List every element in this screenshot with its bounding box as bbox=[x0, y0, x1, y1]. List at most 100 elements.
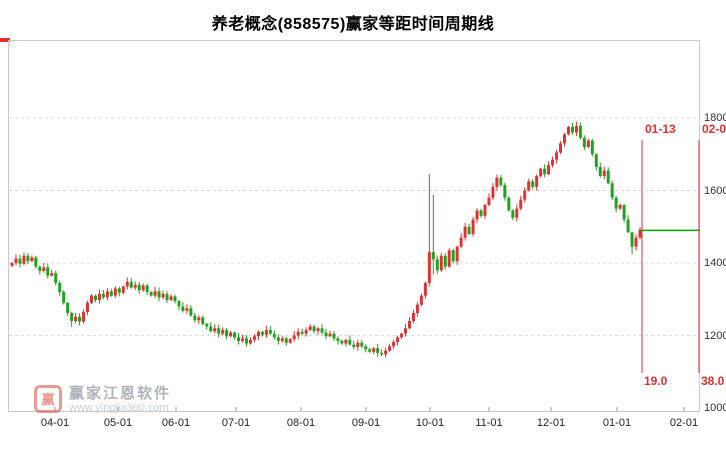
watermark-text: 赢家江恩软件 www.yingjia360.com bbox=[69, 385, 171, 415]
candle-body bbox=[264, 330, 268, 335]
candle-body bbox=[431, 252, 435, 260]
candle-body bbox=[364, 346, 368, 350]
candle-body bbox=[248, 339, 252, 344]
candle-body bbox=[125, 281, 129, 287]
candle-body bbox=[411, 313, 415, 321]
candle-body bbox=[70, 313, 74, 321]
candle-body bbox=[209, 326, 213, 332]
candle-body bbox=[618, 205, 622, 209]
candle-body bbox=[626, 219, 630, 233]
candle-body bbox=[280, 338, 284, 341]
candle-body bbox=[407, 321, 411, 329]
y-axis-label: 1800 bbox=[704, 112, 726, 124]
candle-body bbox=[181, 306, 185, 311]
candle-body bbox=[221, 330, 225, 334]
candle-body bbox=[598, 166, 602, 176]
candle-body bbox=[380, 352, 384, 355]
plot-frame bbox=[8, 40, 700, 412]
candle-body bbox=[288, 339, 292, 343]
candle-body bbox=[141, 285, 145, 291]
candle-body bbox=[272, 333, 276, 338]
candle-body bbox=[403, 328, 407, 334]
candle-body bbox=[423, 282, 427, 296]
candle-body bbox=[22, 255, 26, 264]
candle-body bbox=[622, 205, 626, 220]
top-left-marker bbox=[0, 38, 10, 42]
candle-body bbox=[205, 323, 209, 327]
candle-body bbox=[531, 181, 535, 187]
candle-body bbox=[487, 197, 491, 205]
candle-body bbox=[46, 267, 50, 276]
candle-body bbox=[594, 154, 598, 167]
candle-body bbox=[352, 344, 356, 348]
candle-body bbox=[316, 328, 320, 332]
candle-body bbox=[233, 332, 237, 338]
candle-body bbox=[495, 177, 499, 187]
candle-body bbox=[503, 185, 507, 198]
candle-body bbox=[376, 348, 380, 353]
x-axis-label: 01-01 bbox=[602, 417, 632, 429]
candle-body bbox=[54, 273, 58, 283]
x-axis-label: 11-01 bbox=[475, 417, 503, 429]
candle-body bbox=[519, 199, 523, 209]
candle-body bbox=[392, 342, 396, 347]
candle-body bbox=[324, 332, 328, 337]
candle-body bbox=[245, 338, 249, 344]
candle-body bbox=[225, 330, 229, 337]
candle-body bbox=[14, 258, 18, 263]
candle-body bbox=[10, 263, 14, 266]
candle-body bbox=[586, 140, 590, 147]
x-axis-label: 04-01 bbox=[40, 417, 70, 429]
candle-body bbox=[543, 168, 547, 175]
candle-body bbox=[479, 210, 483, 216]
candle-body bbox=[153, 291, 157, 296]
candle-body bbox=[101, 293, 105, 298]
candle-body bbox=[559, 143, 563, 153]
candle-body bbox=[507, 197, 511, 211]
candle-body bbox=[499, 177, 503, 186]
candle-body bbox=[292, 335, 296, 340]
candle-body bbox=[368, 349, 372, 352]
candle-body bbox=[74, 316, 78, 321]
x-axis-label: 05-01 bbox=[103, 417, 133, 429]
candle-body bbox=[527, 181, 531, 191]
candle-body bbox=[30, 257, 34, 262]
watermark-brand-name: 赢家江恩软件 bbox=[69, 385, 172, 402]
x-axis-label: 06-01 bbox=[161, 417, 191, 429]
y-axis-label: 1200 bbox=[704, 329, 726, 342]
candle-body bbox=[213, 328, 217, 332]
candle-body bbox=[336, 338, 340, 341]
candlestick-chart-plot-area[interactable] bbox=[8, 40, 700, 412]
cycle-line-date-label: 02-0 bbox=[702, 122, 726, 136]
chart-title: 养老概念(858575)赢家等距时间周期线 bbox=[211, 16, 495, 33]
x-axis-label: 07-01 bbox=[221, 417, 251, 429]
candle-body bbox=[320, 328, 324, 333]
candle-body bbox=[197, 317, 201, 321]
candle-body bbox=[86, 302, 90, 312]
candle-body bbox=[443, 255, 447, 267]
candle-body bbox=[201, 317, 205, 324]
y-axis-label: 1400 bbox=[704, 257, 726, 269]
candle-body bbox=[551, 159, 555, 166]
candle-body bbox=[229, 332, 233, 337]
y-axis-label: 1600 bbox=[704, 184, 726, 197]
candle-body bbox=[241, 338, 245, 341]
candle-body bbox=[137, 284, 141, 291]
candle-body bbox=[555, 152, 559, 160]
candle-body bbox=[260, 331, 264, 335]
candle-body bbox=[471, 219, 475, 234]
candle-body bbox=[566, 127, 570, 135]
candle-body bbox=[475, 210, 479, 220]
candle-body bbox=[177, 301, 181, 307]
candle-body bbox=[300, 331, 304, 334]
candle-body bbox=[602, 170, 606, 176]
candle-body bbox=[312, 326, 316, 332]
candle-body bbox=[463, 226, 467, 238]
candle-body bbox=[539, 168, 543, 176]
candle-body bbox=[570, 127, 574, 133]
candle-body bbox=[193, 315, 197, 321]
x-axis-label: 10-01 bbox=[415, 417, 445, 429]
candle-body bbox=[356, 342, 360, 348]
candle-body bbox=[388, 346, 392, 351]
